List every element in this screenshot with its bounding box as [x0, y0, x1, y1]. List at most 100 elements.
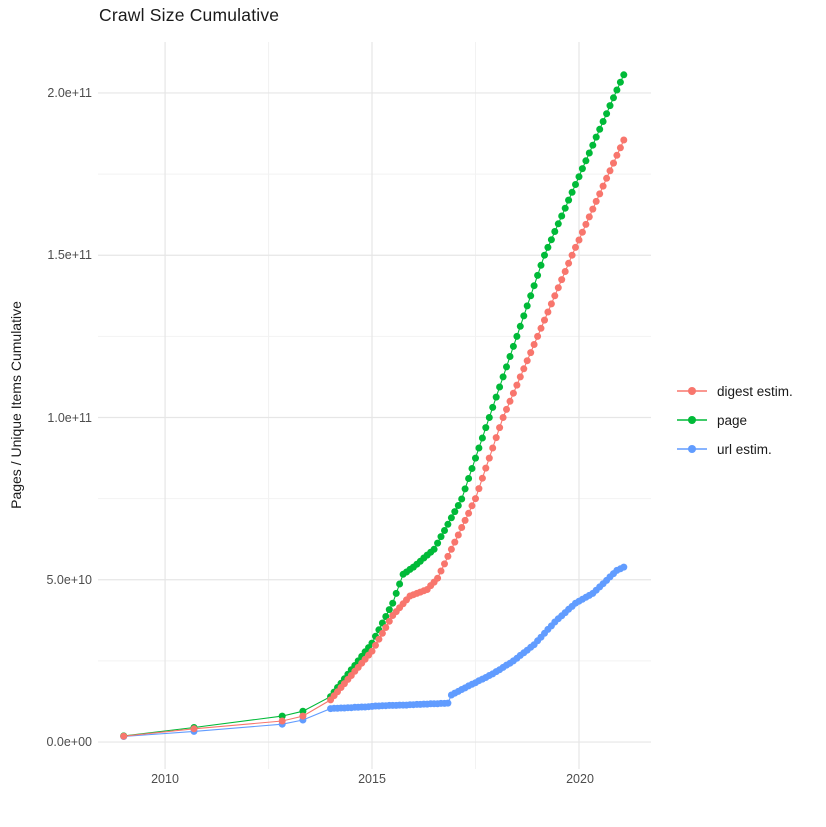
data-point-page	[492, 393, 500, 401]
data-point-page	[513, 332, 521, 340]
data-point-page	[465, 475, 473, 482]
data-point-digest-estim	[558, 276, 566, 284]
data-point-page	[489, 403, 497, 411]
data-point-page	[503, 363, 510, 371]
legend: digest estim. page url estim.	[676, 381, 793, 459]
data-point-digest-estim	[561, 268, 569, 275]
data-point-digest-estim	[299, 712, 307, 720]
data-point-digest-estim	[509, 389, 517, 397]
x-tick-label-2015: 2015	[358, 772, 386, 786]
y-tick-label-4: 2.0e+11	[47, 86, 92, 100]
data-point-page	[575, 173, 583, 181]
data-point-digest-estim	[458, 524, 466, 531]
x-tick-label-2020: 2020	[566, 772, 594, 786]
data-point-page	[385, 606, 393, 614]
data-point-page	[447, 514, 455, 522]
data-point-page	[496, 383, 504, 391]
data-point-digest-estim	[506, 397, 514, 405]
data-point-page	[434, 539, 442, 547]
data-point-digest-estim	[610, 159, 617, 167]
data-point-digest-estim	[485, 454, 493, 462]
data-point-digest-estim	[613, 151, 621, 159]
data-point-digest-estim	[620, 136, 628, 144]
data-point-page	[544, 243, 552, 251]
data-point-digest-estim	[530, 341, 538, 348]
data-point-digest-estim	[513, 381, 521, 389]
data-point-page	[509, 342, 517, 350]
data-point-digest-estim	[589, 205, 597, 213]
data-point-page	[537, 261, 545, 269]
data-point-page	[578, 165, 586, 173]
data-point-digest-estim	[472, 495, 479, 503]
data-point-digest-estim	[568, 251, 576, 259]
data-point-page	[506, 353, 514, 360]
data-point-digest-estim	[599, 182, 607, 190]
data-point-page	[437, 533, 445, 541]
data-point-page	[585, 149, 593, 157]
data-point-digest-estim	[465, 509, 473, 517]
data-point-page	[458, 495, 466, 503]
data-point-page	[430, 545, 438, 553]
y-tick-label-3: 1.5e+11	[47, 248, 92, 262]
data-point-digest-estim	[444, 552, 452, 560]
data-point-page	[478, 434, 486, 442]
data-point-digest-estim	[468, 502, 476, 510]
data-point-page	[596, 125, 604, 133]
data-point-digest-estim	[575, 236, 583, 244]
data-point-digest-estim	[368, 647, 376, 655]
data-point-digest-estim	[120, 732, 128, 740]
data-point-digest-estim	[378, 629, 386, 637]
data-point-digest-estim	[551, 292, 559, 300]
legend-label-page: page	[717, 412, 748, 428]
data-point-digest-estim	[451, 538, 459, 546]
data-point-page	[454, 502, 462, 509]
data-point-digest-estim	[523, 357, 531, 365]
data-point-digest-estim	[503, 405, 510, 413]
data-point-digest-estim	[616, 144, 624, 152]
data-point-page	[461, 485, 469, 493]
legend-key-page	[677, 416, 707, 424]
data-point-digest-estim	[585, 213, 593, 221]
data-point-digest-estim	[489, 444, 497, 452]
data-point-digest-estim	[441, 560, 448, 568]
data-point-page	[599, 118, 607, 125]
data-point-digest-estim	[541, 316, 548, 324]
data-point-page	[530, 282, 538, 290]
data-point-page	[547, 236, 555, 244]
y-tick-label-2: 1.0e+11	[47, 411, 92, 425]
data-point-page	[554, 220, 562, 228]
data-point-digest-estim	[565, 259, 573, 267]
data-point-page	[389, 599, 397, 607]
data-point-digest-estim	[582, 220, 590, 228]
data-point-page	[499, 373, 507, 381]
data-point-page	[392, 589, 400, 597]
data-point-page	[558, 212, 566, 220]
legend-label-digest-estim: digest estim.	[717, 383, 793, 399]
data-point-page	[516, 322, 524, 330]
data-point-page	[610, 94, 617, 102]
legend-key-url-estim	[677, 445, 707, 453]
data-point-page	[568, 188, 576, 196]
legend-key-dot	[688, 445, 696, 453]
y-tick-label-1: 5.0e+10	[46, 573, 92, 587]
data-point-digest-estim	[516, 373, 524, 381]
legend-key-dot	[688, 416, 696, 424]
data-point-page	[527, 292, 535, 300]
data-point-digest-estim	[554, 284, 562, 292]
data-point-digest-estim	[499, 414, 507, 421]
data-point-page	[278, 712, 286, 720]
data-point-page	[603, 110, 611, 118]
data-point-url-estim	[620, 563, 628, 571]
data-point-digest-estim	[375, 635, 383, 643]
data-point-page	[541, 251, 548, 259]
data-point-page	[565, 196, 573, 204]
data-point-page	[561, 204, 569, 212]
data-point-page	[616, 78, 624, 86]
data-point-digest-estim	[475, 485, 483, 493]
data-point-url-estim	[444, 699, 452, 707]
data-point-page	[396, 580, 404, 588]
data-point-page	[382, 613, 390, 620]
data-point-page	[613, 86, 621, 94]
data-point-page	[472, 454, 479, 462]
